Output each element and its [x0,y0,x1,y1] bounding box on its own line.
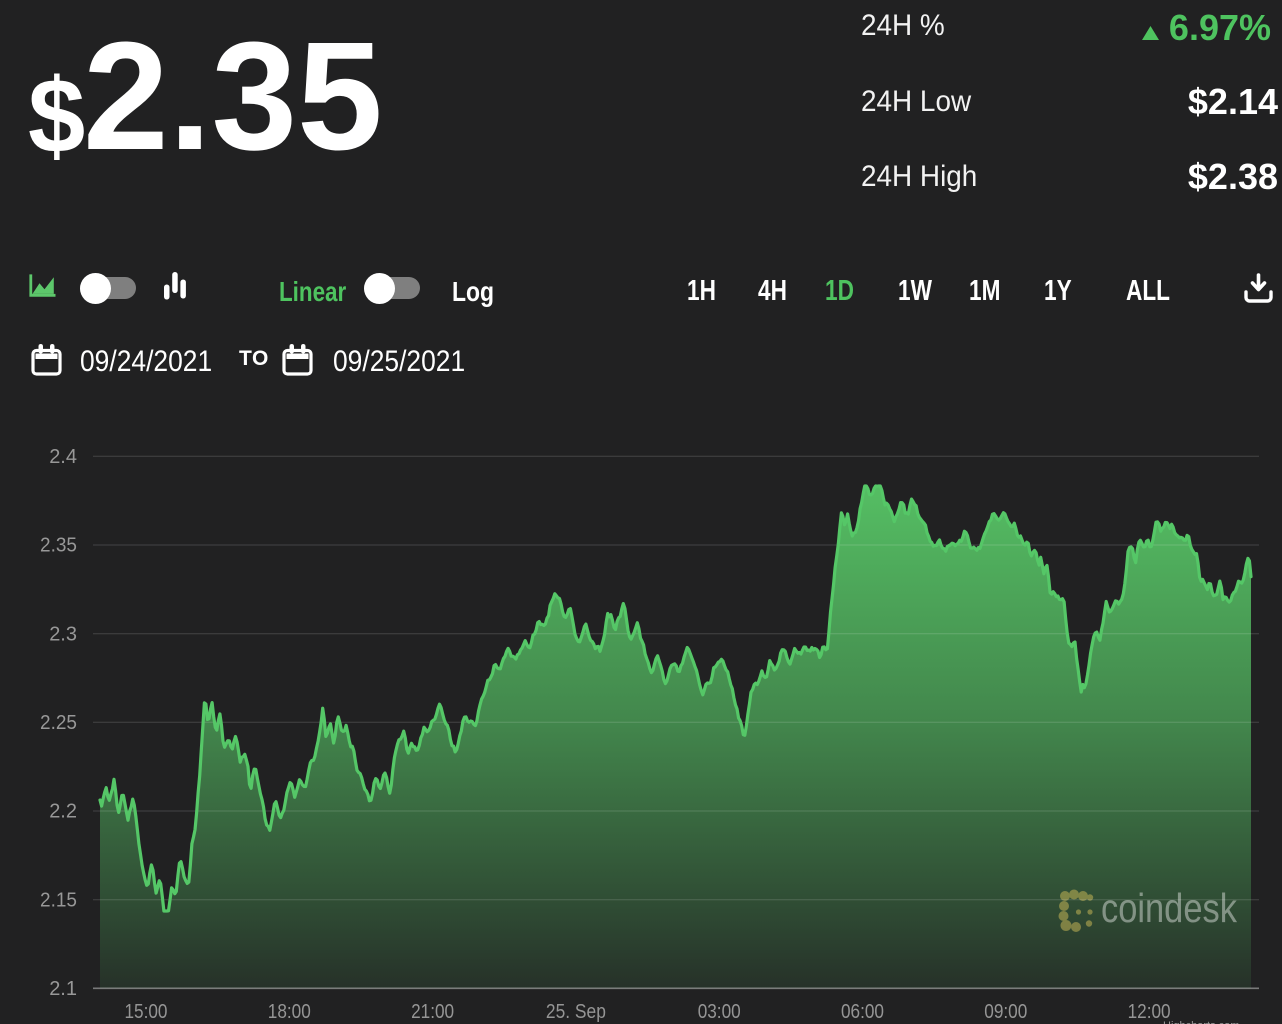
svg-text:15:00: 15:00 [125,1001,168,1023]
svg-text:2.4: 2.4 [49,446,77,468]
svg-text:09:00: 09:00 [984,1001,1027,1023]
svg-text:2.2: 2.2 [49,801,77,823]
svg-text:2.35: 2.35 [40,535,77,557]
svg-text:2.25: 2.25 [40,712,77,734]
svg-text:12:00: 12:00 [1128,1001,1171,1023]
svg-text:Highcharts.com: Highcharts.com [1163,1020,1239,1024]
svg-text:2.1: 2.1 [49,978,77,1000]
svg-text:2.3: 2.3 [49,623,77,645]
svg-text:03:00: 03:00 [698,1001,741,1023]
svg-text:coindesk: coindesk [1101,886,1237,931]
svg-text:2.15: 2.15 [40,889,77,911]
svg-text:25. Sep: 25. Sep [546,1001,606,1023]
svg-text:21:00: 21:00 [411,1001,454,1023]
svg-text:06:00: 06:00 [841,1001,884,1023]
svg-text:18:00: 18:00 [268,1001,311,1023]
